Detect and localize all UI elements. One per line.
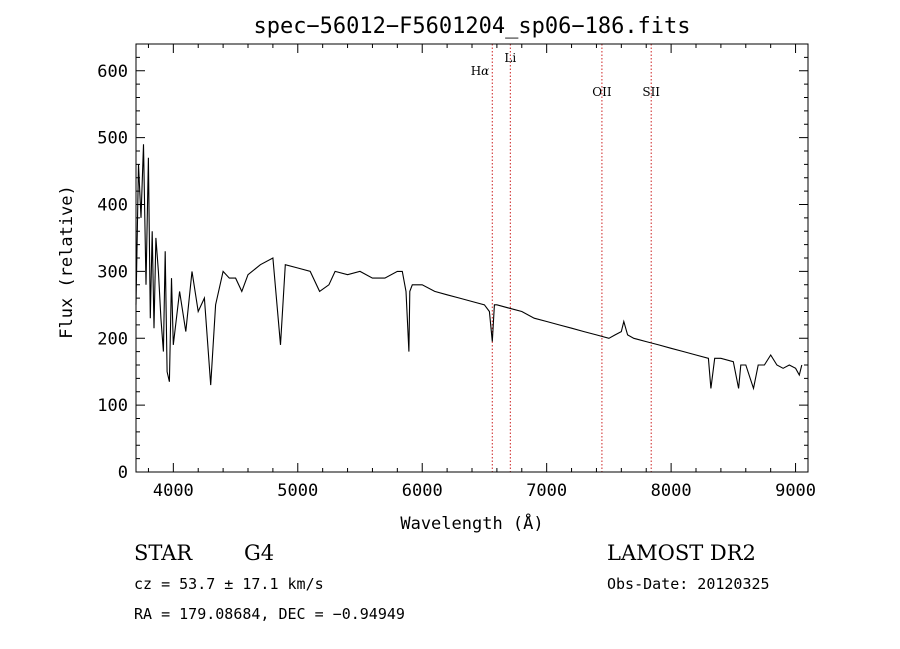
line-marker-label: SII [642,85,660,99]
object-class: STAR [134,541,193,565]
spectrum-series-line [135,144,803,391]
x-tick-label: 9000 [775,481,816,501]
x-tick-label: 7000 [526,481,567,501]
y-tick-label: 0 [118,463,128,483]
x-tick-label: 4000 [153,481,194,501]
y-tick-label: 400 [97,196,128,216]
y-axis-label: Flux (relative) [57,185,77,339]
y-tick-label: 600 [97,62,128,82]
y-axis-ticks: 0 100 200 300 400 500 600 [97,43,808,483]
y-tick-label: 100 [97,396,128,416]
redshift-value: cz = 53.7 ± 17.1 km/s [134,575,324,593]
y-tick-label: 300 [97,262,128,282]
object-subclass: G4 [244,541,274,565]
x-tick-label: 5000 [277,481,318,501]
chart-title: spec−56012−F5601204_sp06−186.fits [253,14,690,39]
plot-area: 4000 5000 6000 7000 8000 9000 0 100 200 300 400 50… [97,43,816,501]
emission-line-labels: Hα Li OII SII [471,51,661,99]
line-marker-label: Li [504,51,516,65]
y-tick-label: 500 [97,129,128,149]
x-axis-label: Wavelength (Å) [400,512,543,534]
y-tick-label: 200 [97,329,128,349]
emission-line-markers [491,44,652,472]
line-marker-label: OII [592,85,612,99]
x-tick-label: 6000 [402,481,443,501]
x-axis-ticks: 4000 5000 6000 7000 8000 9000 [147,44,816,501]
line-marker-label: Hα [471,64,490,78]
coordinates: RA = 179.08684, DEC = −0.94949 [134,605,405,623]
survey-name: LAMOST DR2 [607,541,756,565]
plot-frame [135,43,809,473]
x-tick-label: 8000 [651,481,692,501]
observation-date: Obs-Date: 20120325 [607,575,770,593]
